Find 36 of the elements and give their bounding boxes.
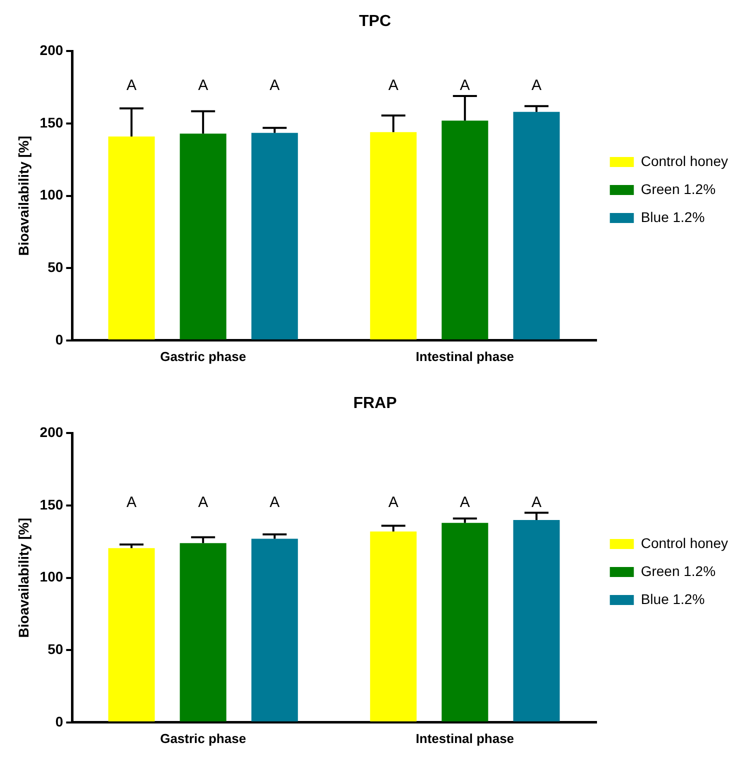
x-tick-label: Gastric phase <box>160 730 246 746</box>
legend-label: Green 1.2% <box>640 562 716 579</box>
y-axis-title: Bioavailability [%] <box>15 518 32 638</box>
legend-label: Blue 1.2% <box>640 590 705 607</box>
data-label: A <box>270 77 280 94</box>
y-tick-label: 150 <box>40 496 64 512</box>
data-label: A <box>198 494 208 511</box>
data-label: A <box>388 77 398 94</box>
data-label: A <box>531 77 542 94</box>
chart-title: TPC <box>359 13 392 30</box>
y-tick-label: 100 <box>40 568 64 585</box>
y-tick-label: 150 <box>40 114 64 130</box>
data-label: A <box>388 494 398 511</box>
legend-label: Control honey <box>640 152 728 169</box>
y-tick-label: 100 <box>40 186 64 203</box>
legend-label: Green 1.2% <box>640 180 716 197</box>
x-tick-label: Intestinal phase <box>416 730 514 746</box>
y-tick-label: 50 <box>48 640 64 657</box>
legend-label: Control honey <box>640 534 728 551</box>
x-tick-label: Gastric phase <box>160 348 246 364</box>
legend-label: Blue 1.2% <box>640 208 705 225</box>
y-axis-title: Bioavailability [%] <box>15 136 32 256</box>
data-label: A <box>270 494 280 511</box>
data-label: A <box>126 77 137 94</box>
y-tick-label: 200 <box>40 424 64 440</box>
data-label: A <box>198 77 208 94</box>
y-tick-label: 0 <box>55 331 64 348</box>
y-tick-label: 200 <box>40 42 64 58</box>
x-tick-label: Intestinal phase <box>416 348 514 364</box>
chart-title: FRAP <box>353 395 398 412</box>
data-label: A <box>460 494 470 511</box>
data-label: A <box>460 77 470 94</box>
y-tick-label: 50 <box>48 258 64 275</box>
data-label: A <box>126 494 137 511</box>
y-tick-label: 0 <box>55 713 64 730</box>
data-label: A <box>531 494 542 511</box>
